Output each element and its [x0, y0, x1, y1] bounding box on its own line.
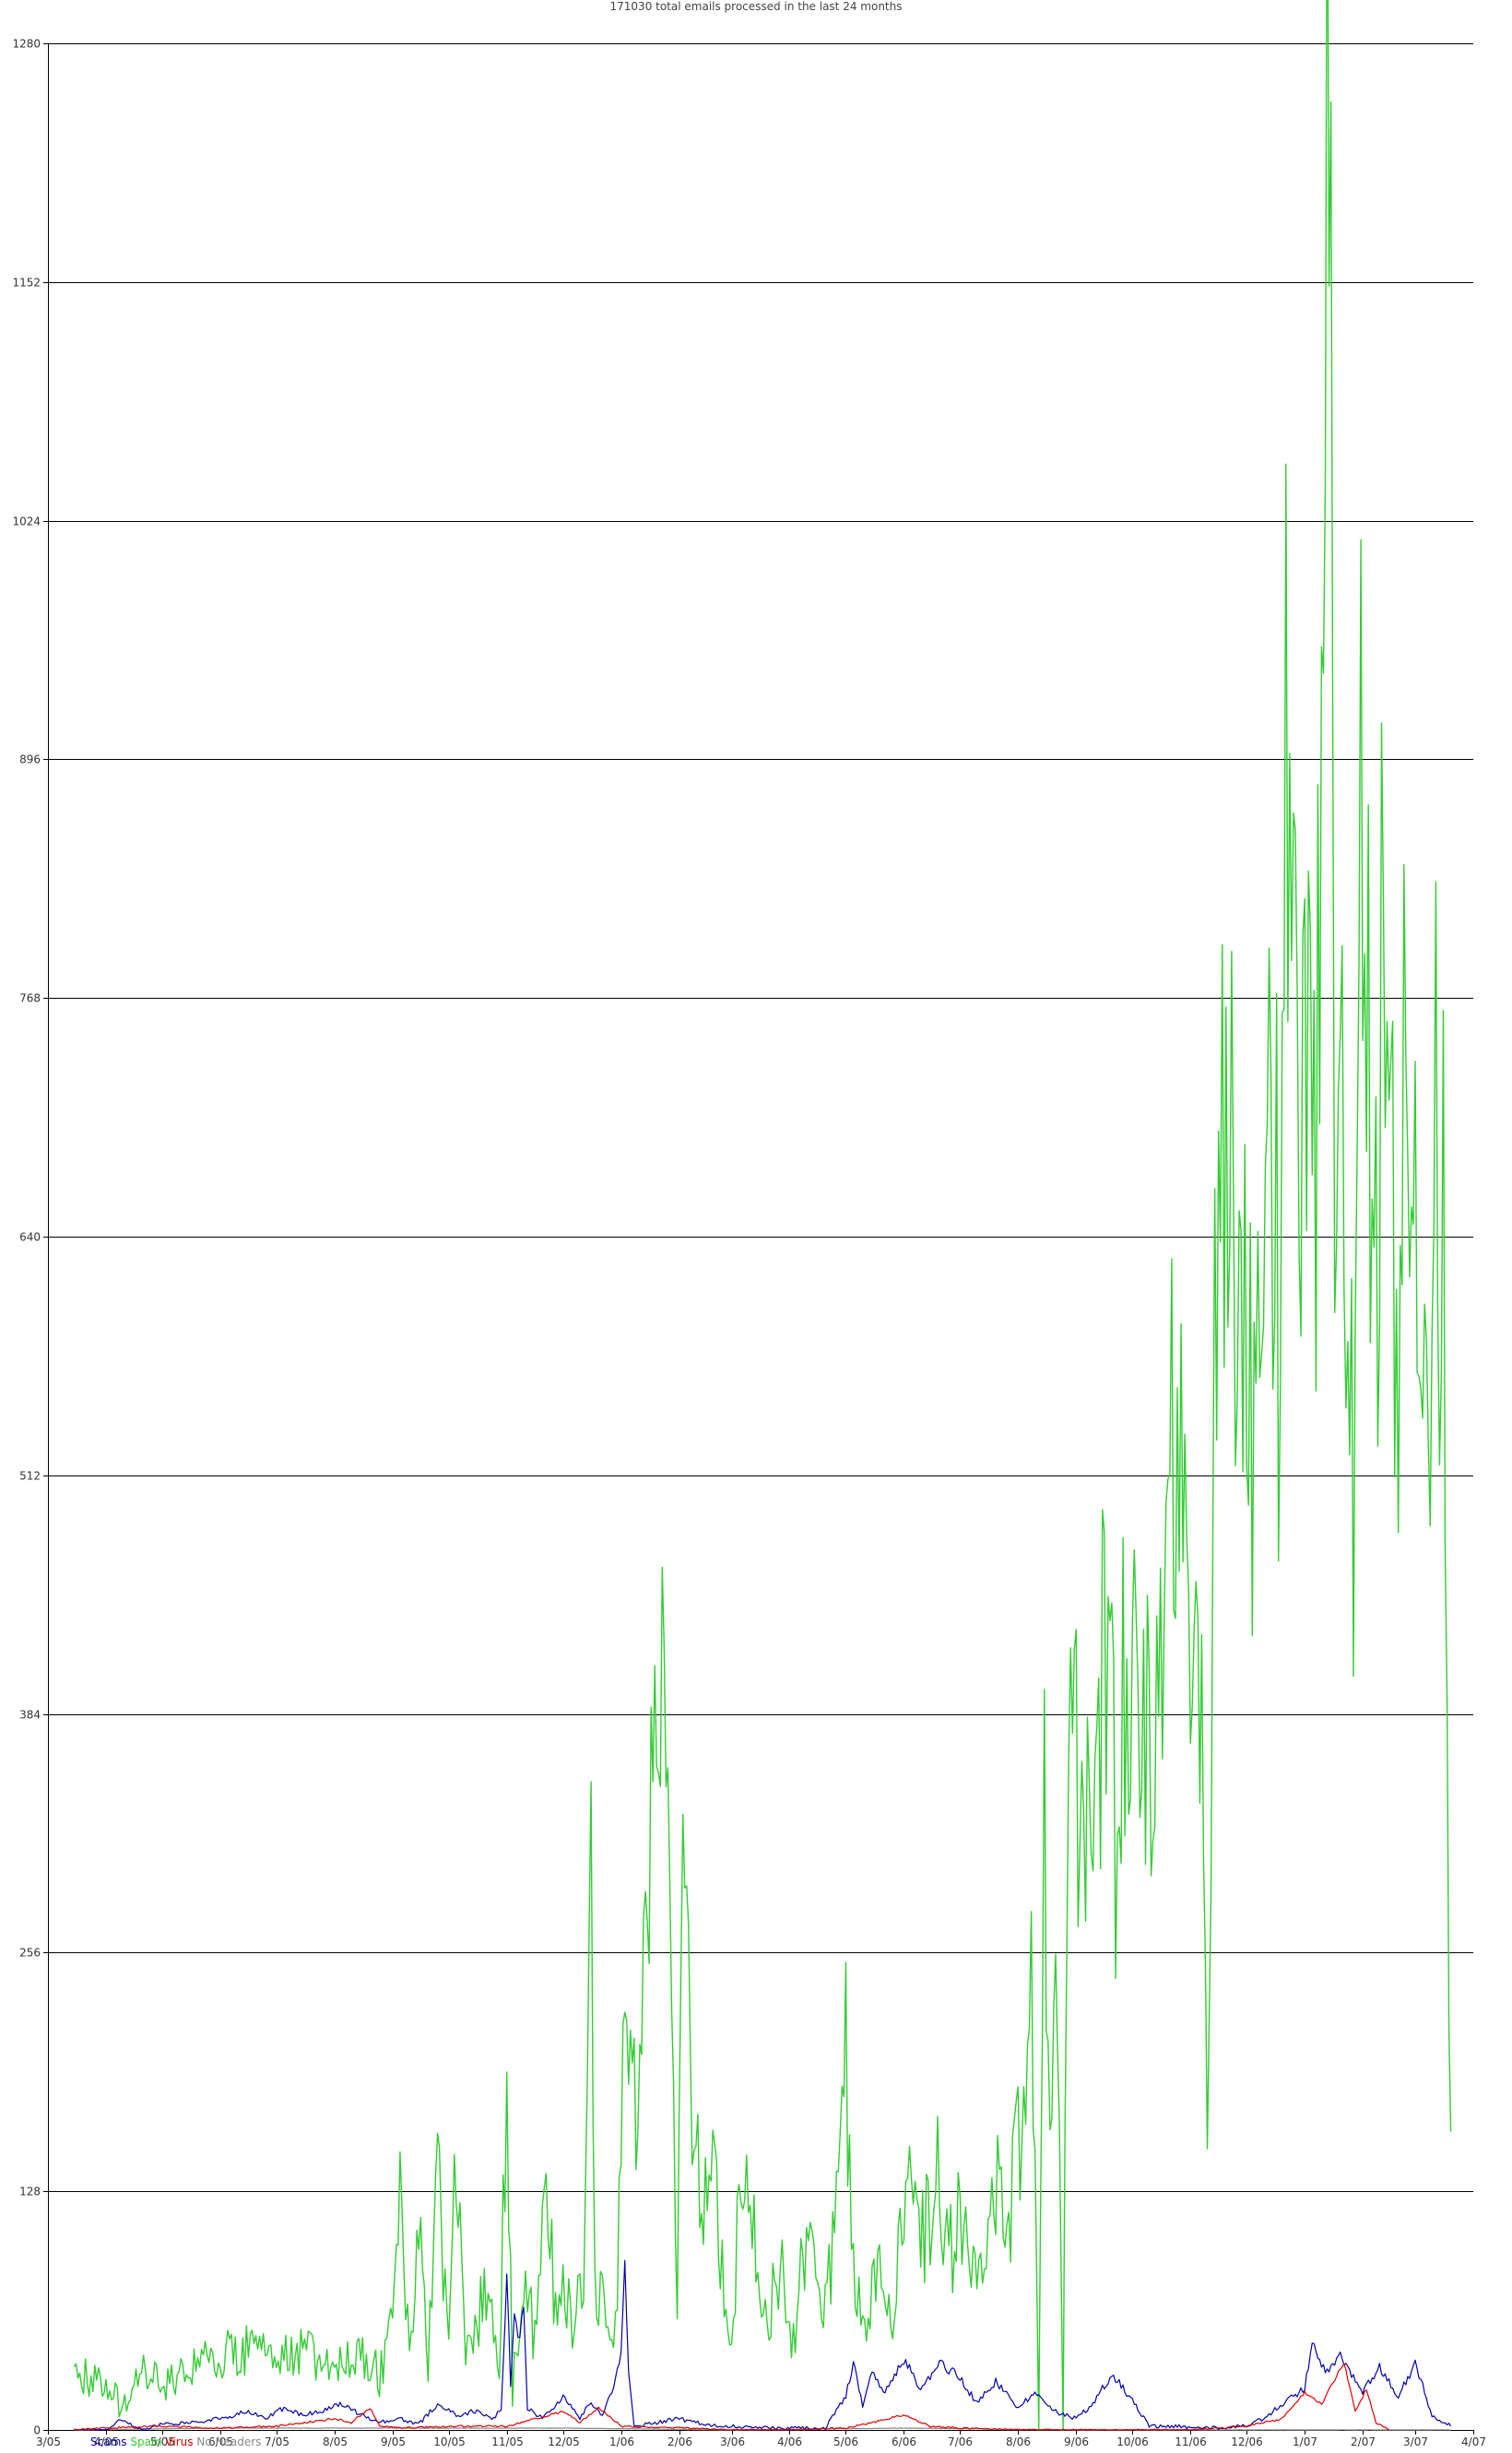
x-tick-label: 10/06 — [1116, 2435, 1149, 2448]
x-tick-label: 8/06 — [1006, 2435, 1031, 2448]
x-tick-label: 1/06 — [609, 2435, 634, 2448]
x-tick-label: 5/05 — [150, 2435, 175, 2448]
x-tick-label: 4/06 — [777, 2435, 802, 2448]
x-tick-label: 1/07 — [1293, 2435, 1317, 2448]
x-tick-label: 10/05 — [433, 2435, 466, 2448]
series-line-virus — [74, 2363, 1389, 2431]
chart-title: 171030 total emails processed in the las… — [610, 0, 903, 13]
x-tick-label: 2/07 — [1351, 2435, 1376, 2448]
x-tick-label: 6/05 — [208, 2435, 233, 2448]
legend-item-spam: Spam — [127, 2435, 162, 2448]
y-tick-label: 768 — [19, 992, 41, 1005]
x-tick-label: 8/05 — [323, 2435, 348, 2448]
legend: Scams Spam Virus No Headers — [90, 2435, 261, 2448]
x-tick-label: 4/07 — [1461, 2435, 1486, 2448]
legend-item-virus: Virus — [162, 2435, 194, 2448]
x-tick-label: 3/07 — [1403, 2435, 1428, 2448]
x-tick-label: 7/06 — [948, 2435, 973, 2448]
x-tick-label: 5/06 — [833, 2435, 858, 2448]
grid-lines — [48, 43, 1473, 2431]
x-tick-label: 2/06 — [667, 2435, 692, 2448]
y-tick-label: 384 — [19, 1709, 41, 1722]
y-tick-label: 1280 — [12, 38, 41, 51]
x-tick-label: 3/06 — [720, 2435, 745, 2448]
y-tick-label: 512 — [19, 1470, 41, 1483]
y-tick-label: 640 — [19, 1231, 41, 1244]
legend-item-scams: Scams — [90, 2435, 127, 2448]
legend-item-no-headers: No Headers — [194, 2435, 262, 2448]
data-series — [73, 0, 1452, 2431]
x-tick-label: 7/05 — [265, 2435, 289, 2448]
x-tick-label: 4/05 — [94, 2435, 119, 2448]
x-tick-label: 11/05 — [491, 2435, 524, 2448]
x-tick-label: 11/06 — [1175, 2435, 1207, 2448]
y-tick-label: 256 — [19, 1947, 41, 1960]
x-tick-label: 3/05 — [36, 2435, 61, 2448]
series-line-scams — [74, 2259, 1452, 2431]
x-tick-label: 9/05 — [381, 2435, 406, 2448]
x-tick-label: 12/06 — [1231, 2435, 1263, 2448]
x-tick-label: 9/06 — [1064, 2435, 1089, 2448]
y-tick-label: 896 — [19, 753, 41, 766]
y-tick-label: 1024 — [12, 515, 41, 528]
x-tick-label: 6/06 — [892, 2435, 916, 2448]
y-tick-label: 1152 — [12, 277, 41, 290]
x-tick-label: 12/05 — [548, 2435, 580, 2448]
y-tick-label: 128 — [19, 2186, 41, 2198]
y-tick-label: 0 — [33, 2424, 41, 2437]
series-line-spam — [73, 0, 1452, 2431]
